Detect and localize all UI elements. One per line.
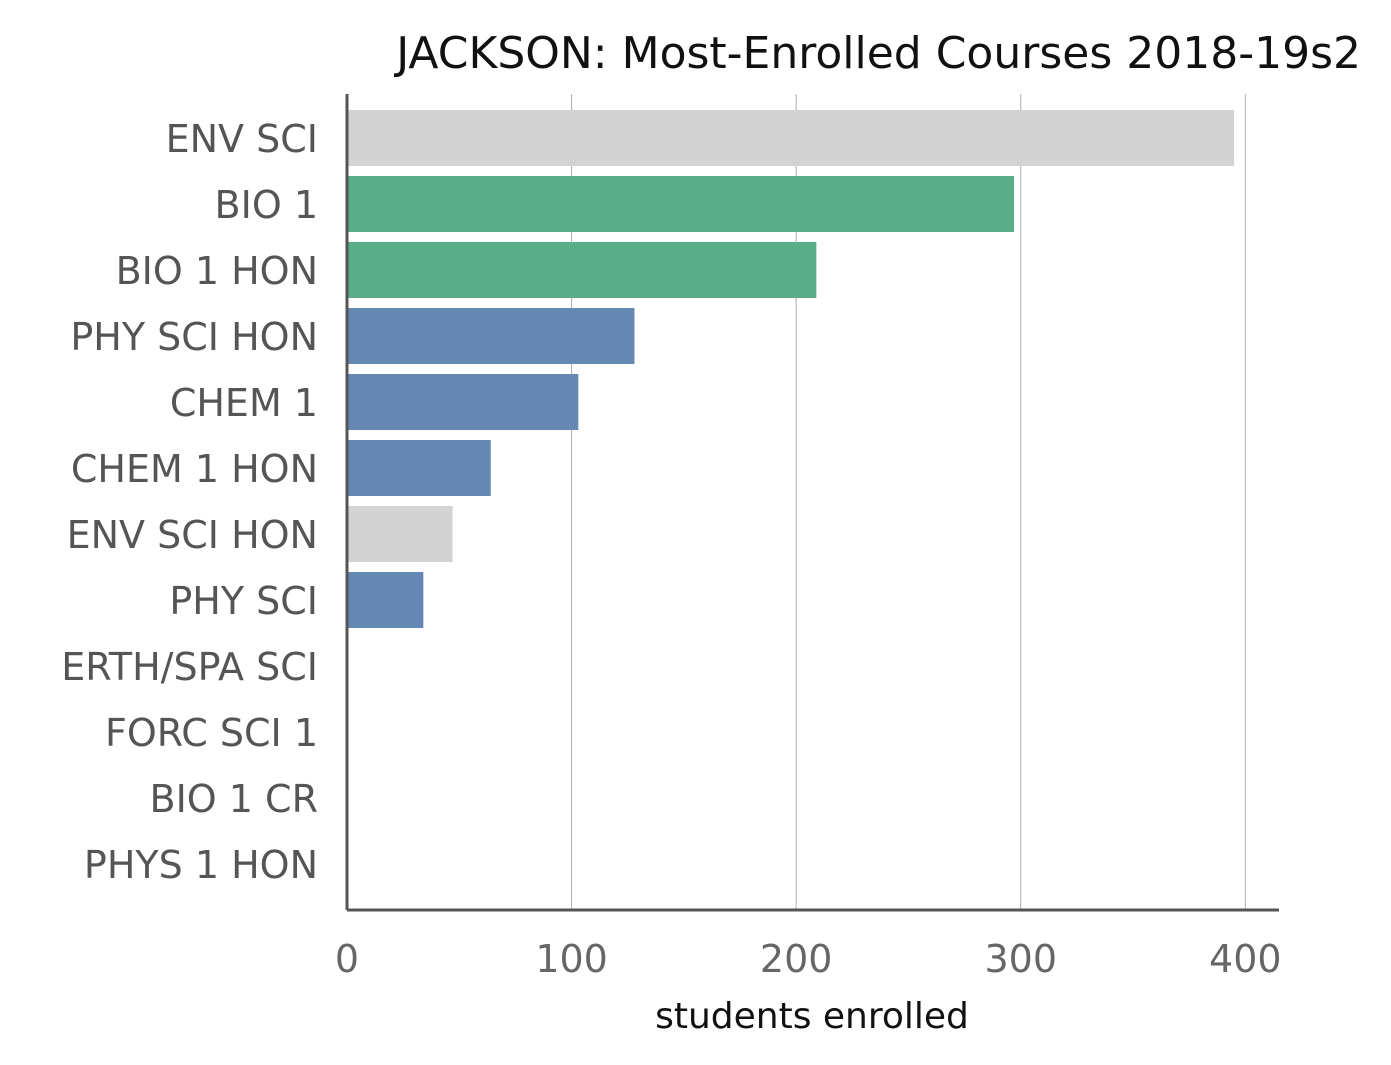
category-label: ENV SCI (166, 117, 318, 161)
bar (347, 308, 635, 364)
x-tick-label: 400 (1209, 937, 1282, 981)
category-labels: ENV SCI BIO 1 BIO 1 HON PHY SCI HON CHEM 1 CH… (61, 117, 318, 887)
bar (347, 440, 491, 496)
category-label: ENV SCI HON (67, 513, 318, 557)
category-label: PHY SCI (169, 579, 318, 623)
bar (347, 572, 424, 628)
x-tick-labels: 0 100 200 300 400 (335, 937, 1282, 981)
bar (347, 242, 817, 298)
category-label: BIO 1 (215, 183, 318, 227)
bar (347, 374, 579, 430)
category-label: FORC SCI 1 (105, 711, 318, 755)
x-tick-label: 200 (760, 937, 833, 981)
bars (347, 110, 1235, 628)
category-label: ERTH/SPA SCI (61, 645, 318, 689)
x-axis-title: students enrolled (655, 996, 969, 1037)
x-tick-label: 300 (984, 937, 1057, 981)
bar (347, 110, 1235, 166)
x-tick-label: 0 (335, 937, 359, 981)
x-tick-label: 100 (535, 937, 608, 981)
category-label: BIO 1 CR (150, 777, 318, 821)
bar (347, 176, 1014, 232)
chart-title: JACKSON: Most-Enrolled Courses 2018-19s2 (393, 28, 1361, 79)
category-label: CHEM 1 (170, 381, 318, 425)
category-label: PHYS 1 HON (84, 843, 318, 887)
category-label: CHEM 1 HON (71, 447, 318, 491)
axes (345, 94, 1279, 912)
category-label: PHY SCI HON (70, 315, 318, 359)
category-label: BIO 1 HON (116, 249, 318, 293)
bar (347, 506, 453, 562)
